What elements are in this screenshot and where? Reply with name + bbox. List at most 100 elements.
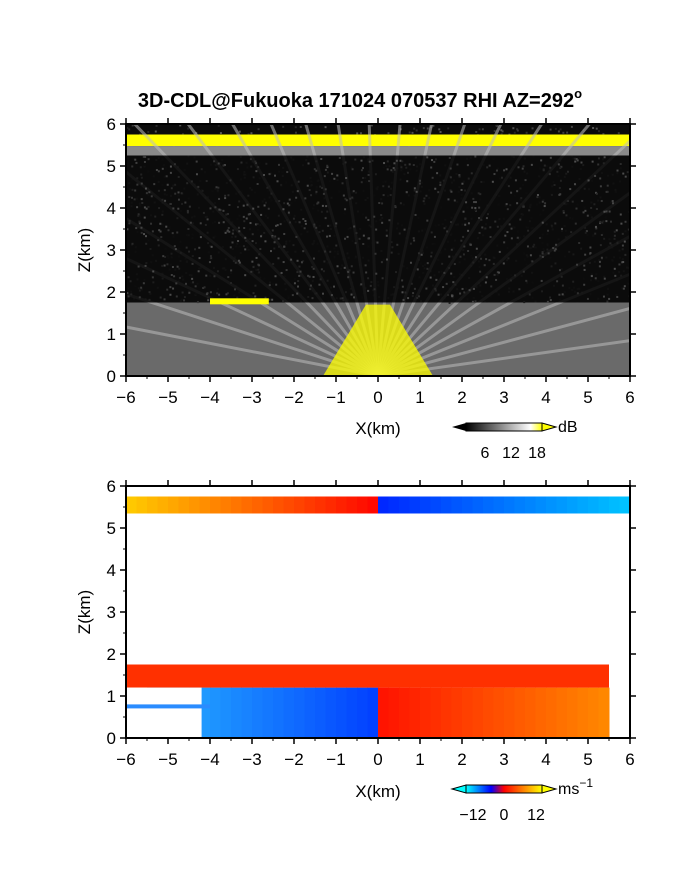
noise-pixel — [387, 185, 390, 188]
noise-pixel — [158, 229, 161, 232]
noise-pixel — [480, 218, 483, 221]
noise-pixel — [147, 205, 150, 208]
noise-pixel — [215, 168, 218, 171]
velocity-colorbar-high-arrow — [541, 784, 558, 794]
noise-pixel — [188, 205, 191, 208]
boundary-layer-velocity-cell — [346, 687, 358, 738]
noise-pixel — [292, 217, 295, 220]
noise-pixel — [429, 276, 432, 279]
noise-pixel — [186, 211, 189, 214]
noise-pixel — [181, 133, 184, 136]
noise-pixel — [594, 277, 597, 280]
y-tick-label: 5 — [107, 157, 116, 176]
noise-pixel — [277, 214, 280, 217]
x-tick-label: −3 — [242, 388, 261, 407]
snr-colorbar-low-arrow — [452, 423, 466, 431]
noise-pixel — [341, 182, 344, 185]
noise-pixel — [452, 281, 455, 284]
noise-pixel — [309, 284, 312, 287]
noise-pixel — [392, 167, 395, 170]
noise-pixel — [249, 158, 252, 161]
noise-pixel — [584, 253, 587, 256]
noise-pixel — [170, 187, 173, 190]
noise-pixel — [252, 176, 255, 179]
noise-pixel — [367, 218, 370, 221]
x-tick-label: 5 — [583, 388, 592, 407]
noise-pixel — [161, 167, 164, 170]
noise-pixel — [417, 252, 420, 255]
noise-pixel — [434, 158, 437, 161]
noise-pixel — [172, 207, 175, 210]
noise-pixel — [518, 288, 521, 291]
noise-pixel — [130, 293, 133, 296]
noise-pixel — [383, 162, 386, 165]
noise-pixel — [229, 246, 232, 249]
noise-pixel — [583, 187, 586, 190]
x-tick-label: −4 — [200, 750, 219, 769]
noise-pixel — [283, 232, 286, 235]
noise-pixel — [319, 185, 322, 188]
noise-pixel — [376, 241, 379, 244]
noise-pixel — [527, 229, 530, 232]
noise-pixel — [570, 125, 573, 128]
noise-pixel — [226, 229, 229, 232]
noise-pixel — [360, 169, 363, 172]
noise-pixel — [131, 242, 134, 245]
noise-pixel — [282, 261, 285, 264]
noise-pixel — [558, 193, 561, 196]
noise-pixel — [166, 183, 169, 186]
noise-pixel — [418, 295, 421, 298]
noise-pixel — [389, 194, 392, 197]
noise-pixel — [571, 200, 574, 203]
noise-pixel — [565, 172, 568, 175]
noise-pixel — [186, 182, 189, 185]
noise-pixel — [336, 174, 339, 177]
noise-pixel — [559, 179, 562, 182]
noise-pixel — [616, 295, 619, 298]
cloud-layer-velocity-cell — [462, 496, 473, 514]
noise-pixel — [454, 283, 457, 286]
noise-pixel — [595, 192, 598, 195]
noise-pixel — [600, 199, 603, 202]
noise-pixel — [390, 169, 393, 172]
noise-pixel — [188, 291, 191, 294]
noise-pixel — [237, 240, 240, 243]
noise-pixel — [181, 202, 184, 205]
noise-pixel — [288, 204, 291, 207]
noise-pixel — [142, 282, 145, 285]
noise-pixel — [362, 234, 365, 237]
noise-pixel — [406, 171, 409, 174]
noise-pixel — [302, 218, 305, 221]
cloud-layer-velocity-cell — [577, 496, 589, 514]
noise-pixel — [342, 299, 345, 302]
noise-pixel — [494, 220, 497, 223]
noise-pixel — [559, 128, 562, 131]
noise-pixel — [547, 229, 550, 232]
noise-pixel — [204, 223, 207, 226]
noise-pixel — [510, 227, 513, 230]
noise-pixel — [138, 289, 141, 292]
noise-pixel — [373, 215, 376, 218]
noise-pixel — [169, 171, 172, 174]
noise-pixel — [145, 235, 148, 238]
noise-pixel — [415, 129, 418, 132]
noise-pixel — [591, 160, 594, 163]
noise-pixel — [506, 231, 509, 234]
noise-pixel — [280, 271, 283, 274]
noise-pixel — [324, 188, 327, 191]
noise-pixel — [176, 217, 179, 220]
noise-pixel — [320, 157, 323, 160]
noise-pixel — [300, 261, 303, 264]
noise-pixel — [131, 188, 134, 191]
noise-pixel — [232, 260, 235, 263]
noise-pixel — [401, 291, 404, 294]
noise-pixel — [541, 221, 544, 224]
snr-axis-ticks: −6 −5 −4 −3 −2 −1 0 1 2 3 4 5 6 0 1 2 3 4 5 6 — [107, 115, 636, 407]
noise-pixel — [263, 231, 266, 234]
noise-pixel — [617, 132, 620, 135]
noise-pixel — [460, 239, 463, 242]
noise-pixel — [191, 255, 194, 258]
noise-pixel — [324, 126, 327, 129]
noise-pixel — [484, 227, 487, 230]
noise-pixel — [128, 219, 131, 222]
